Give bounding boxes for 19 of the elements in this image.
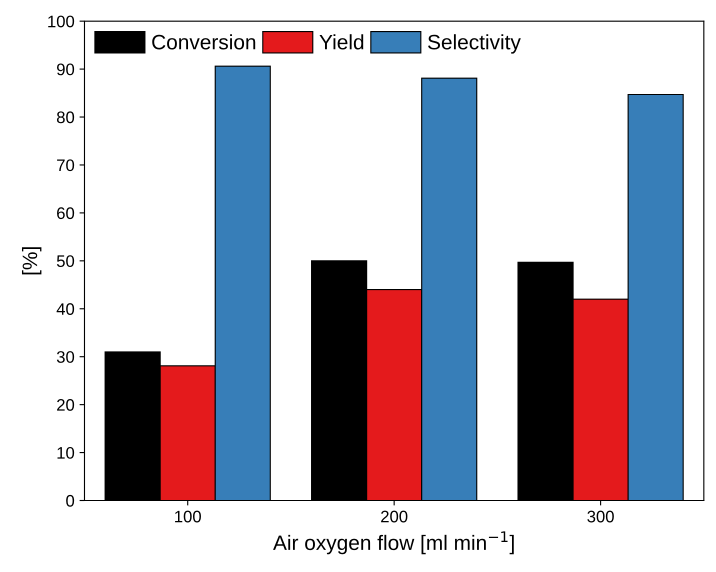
y-tick-label: 50	[56, 255, 74, 268]
x-tick-label: 100	[175, 510, 201, 522]
y-tick-label: 60	[57, 207, 74, 220]
legend-label: Conversion	[152, 34, 256, 50]
y-tick-label: 0	[66, 494, 74, 507]
y-tick-label: 10	[58, 446, 74, 459]
x-axis-title: Air oxygen flow [ml min$^{−1}$]	[273, 531, 514, 554]
y-tick-label: 20	[57, 399, 74, 411]
y-tick-label: 90	[57, 64, 74, 76]
x-tick-label: 200	[381, 510, 408, 522]
y-tick-label: 80	[56, 111, 74, 124]
y-tick-label: 70	[57, 159, 74, 172]
y-tick-label: 30	[56, 351, 74, 363]
y-tick-label: 100	[48, 16, 74, 28]
y-axis-title: [%]	[22, 247, 42, 274]
x-tick-label: 300	[587, 510, 614, 522]
legend-label: Selectivity	[428, 34, 521, 54]
legend-label: Yield	[319, 34, 364, 50]
y-tick-label: 40	[56, 303, 74, 315]
